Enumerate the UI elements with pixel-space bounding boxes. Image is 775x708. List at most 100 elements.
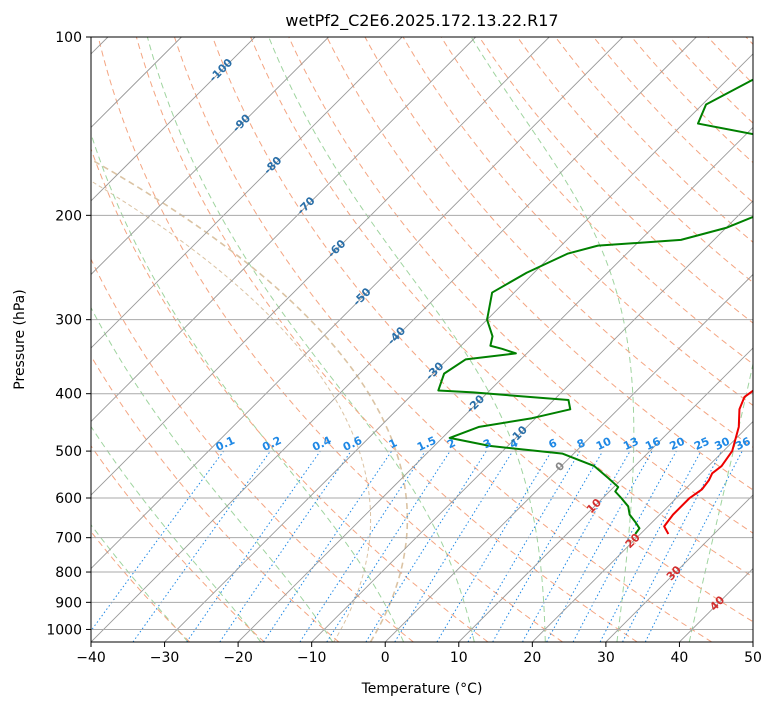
- isotherm-label: -50: [350, 285, 373, 308]
- y-tick-label: 200: [55, 208, 82, 224]
- plot-area: 0.1 0.2 0.4 0.6 1 1.5 2 3 4 6 8 10 13 16 20 25 30 36-100-…: [91, 37, 753, 642]
- isotherm: [164, 53, 753, 642]
- x-axis-ticks: −40 −30 −20 −10 0 10 20 30 40 50: [76, 642, 762, 666]
- dry-adiabat: [91, 530, 191, 642]
- dry-adiabat: [745, 37, 753, 45]
- y-tick-label: 700: [55, 531, 82, 547]
- saturation-curve: [91, 158, 409, 642]
- sounding-series: [437, 78, 753, 535]
- isotherm: [311, 200, 753, 642]
- mixing-ratio-line: [436, 450, 553, 642]
- isotherm-label: -90: [230, 111, 253, 134]
- saturation-curve-0: [91, 158, 409, 642]
- mixing-ratio-line: [572, 450, 677, 642]
- isotherm: [384, 273, 753, 642]
- isotherm: [91, 37, 624, 570]
- y-tick-label: 800: [55, 565, 82, 581]
- isotherm: [91, 37, 329, 276]
- y-tick-label: 600: [55, 491, 82, 507]
- moist-adiabat: [146, 37, 475, 642]
- y-tick-label: 500: [55, 444, 82, 460]
- dry-adiabat: [91, 147, 489, 642]
- mixing-ratio-lines: [91, 450, 743, 642]
- y-tick-label: 400: [55, 387, 82, 403]
- isotherm: [458, 347, 753, 642]
- mixing-ratio-label: 36: [733, 435, 753, 453]
- x-tick-label: −10: [297, 650, 327, 666]
- dry-adiabat: [288, 37, 753, 534]
- moist-adiabat: [91, 425, 262, 642]
- isotherm: [679, 567, 753, 642]
- x-tick-label: −40: [76, 650, 106, 666]
- isotherm: [532, 420, 753, 642]
- dry-adiabat: [326, 37, 753, 491]
- isotherm: [91, 37, 550, 496]
- saturation-curve-1: [91, 180, 372, 642]
- mixing-ratio-label: 16: [643, 435, 663, 453]
- x-tick-label: 20: [523, 650, 541, 666]
- dry-adiabat: [174, 37, 713, 642]
- line-labels: 0.1 0.2 0.4 0.6 1 1.5 2 3 4 6 8 10 13 16 20 25 30 36-100-…: [207, 56, 753, 614]
- moist-adiabat: [688, 361, 753, 642]
- dry-adiabat: [516, 37, 753, 284]
- dry-adiabat: [91, 258, 414, 642]
- mixing-ratio-line: [219, 450, 352, 642]
- plot-frame: [90, 36, 754, 643]
- mixing-ratio-line: [599, 450, 702, 642]
- dry-adiabat: [402, 37, 753, 406]
- dry-adiabat: [555, 37, 753, 243]
- y-tick-label: 1000: [46, 622, 82, 638]
- mixing-ratio-line: [365, 450, 487, 642]
- moist-adiabat: [91, 524, 189, 642]
- mixing-ratio-label: 20: [668, 435, 688, 453]
- mixing-ratio-line: [522, 450, 631, 642]
- dry-adiabat: [212, 37, 753, 623]
- y-axis-label: Pressure (hPa): [12, 289, 28, 389]
- x-tick-label: −30: [150, 650, 180, 666]
- y-tick-label: 900: [55, 595, 82, 611]
- mixing-ratio-line: [186, 450, 321, 642]
- dry-adiabat: [250, 37, 753, 578]
- dry-adiabat: [478, 37, 753, 324]
- mixing-ratio-label: 30: [713, 435, 733, 453]
- mixing-ratio-label: 10: [594, 435, 614, 453]
- mixing-ratio-label: 8: [575, 436, 587, 451]
- x-tick-label: 40: [671, 650, 689, 666]
- dry-adiabat: [97, 37, 563, 642]
- isotherm: [752, 641, 753, 642]
- isotherm-label: -80: [261, 154, 284, 177]
- isotherm-label: 40: [707, 593, 727, 613]
- mixing-ratio-line: [394, 450, 514, 642]
- moist-adiabat: [91, 306, 334, 642]
- isotherms: [91, 37, 753, 642]
- isotherm-label: -70: [294, 194, 317, 217]
- dry-adiabat: [91, 444, 265, 642]
- moist-adiabat: [470, 37, 635, 642]
- x-tick-label: −20: [223, 650, 253, 666]
- x-tick-label: 50: [744, 650, 762, 666]
- isotherm-label: 20: [623, 531, 643, 551]
- mixing-ratio-label: 3: [481, 436, 493, 451]
- mixing-ratio-label: 6: [547, 436, 560, 451]
- isotherm-label: 10: [584, 496, 604, 516]
- isotherm: [91, 37, 403, 349]
- dry-adiabat: [135, 37, 638, 642]
- dry-adiabat: [593, 37, 753, 203]
- moist-adiabat: [91, 132, 405, 642]
- y-tick-label: 300: [55, 313, 82, 329]
- dry-adiabat: [91, 355, 340, 642]
- mixing-ratio-line: [467, 450, 581, 642]
- mixing-ratio-line: [132, 450, 271, 642]
- y-axis-ticks: 100 200 300 400 500 600 700 800 900 1000: [46, 30, 91, 638]
- mixing-ratio-line: [91, 450, 225, 632]
- dry-adiabat: [631, 37, 753, 164]
- isotherm: [91, 37, 697, 642]
- pressure-gridlines: [91, 37, 753, 630]
- mixing-ratio-line: [492, 450, 604, 642]
- x-tick-label: 0: [381, 650, 390, 666]
- y-tick-label: 100: [55, 30, 82, 46]
- isotherm-label: -20: [464, 392, 487, 415]
- mixing-ratio-line: [299, 450, 426, 642]
- temperature-profile-line: [663, 389, 753, 535]
- x-tick-label: 30: [597, 650, 615, 666]
